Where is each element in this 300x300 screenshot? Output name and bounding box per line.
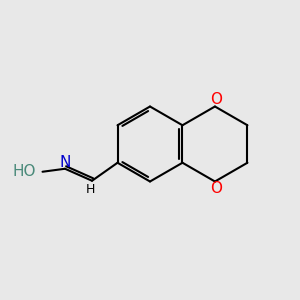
Text: H: H	[86, 183, 95, 196]
Text: N: N	[60, 155, 71, 170]
Text: O: O	[211, 181, 223, 196]
Text: HO: HO	[12, 164, 36, 178]
Text: O: O	[211, 92, 223, 107]
